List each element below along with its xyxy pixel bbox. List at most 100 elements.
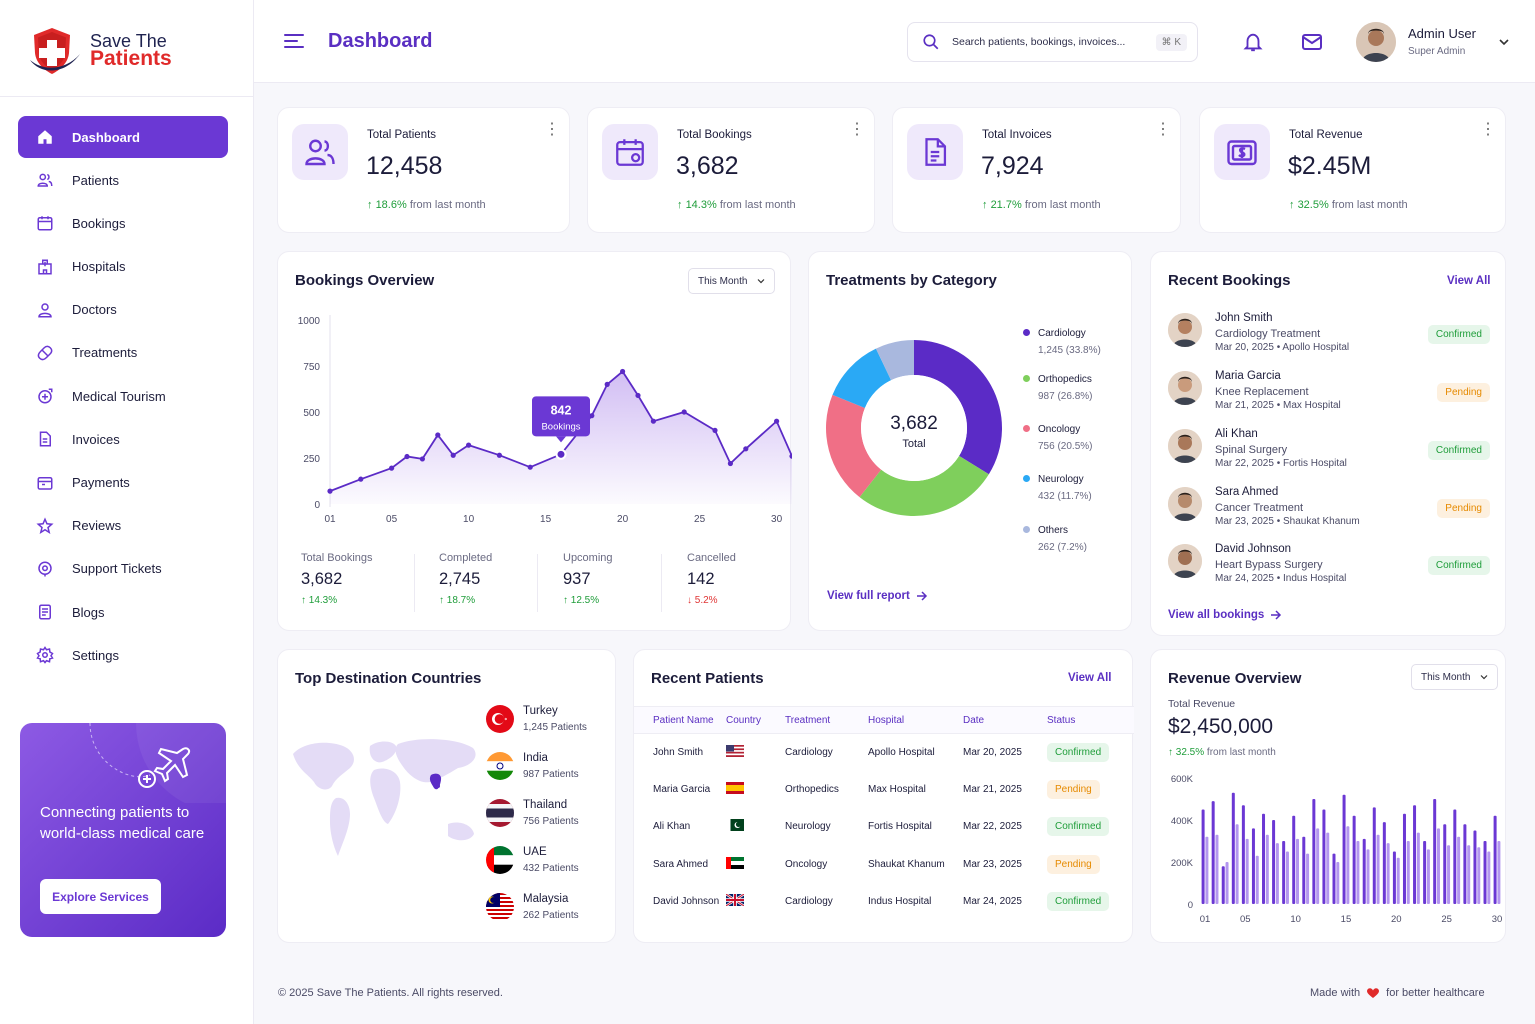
data-point[interactable] (650, 418, 656, 424)
revenue-bar[interactable] (1272, 820, 1276, 904)
revenue-bar-secondary[interactable] (1255, 855, 1259, 904)
booking-list-item[interactable]: John Smith Cardiology Treatment Mar 20, 20… (1168, 312, 1490, 356)
revenue-bar-secondary[interactable] (1225, 862, 1229, 904)
donut-slice-oncology[interactable] (826, 394, 882, 498)
revenue-bar[interactable] (1463, 824, 1467, 904)
data-point[interactable] (789, 453, 792, 459)
revenue-bar[interactable] (1493, 815, 1497, 904)
chevron-down-icon[interactable] (1498, 36, 1510, 48)
revenue-bar-secondary[interactable] (1275, 843, 1279, 904)
data-point[interactable] (527, 464, 533, 470)
revenue-bar[interactable] (1231, 792, 1235, 904)
logo[interactable]: Save The Patients (26, 26, 172, 76)
revenue-bar-secondary[interactable] (1265, 834, 1269, 904)
booking-list-item[interactable]: David Johnson Heart Bypass Surgery Mar 24,… (1168, 543, 1490, 587)
column-header[interactable]: Status (1047, 706, 1134, 734)
table-row[interactable]: David Johnson Cardiology Indus Hospital Mar… (634, 883, 1134, 920)
revenue-bar[interactable] (1413, 805, 1417, 904)
revenue-bar[interactable] (1382, 822, 1386, 904)
revenue-bar[interactable] (1221, 866, 1225, 904)
sidebar-item-hospitals[interactable]: Hospitals (18, 246, 228, 288)
view-all-bookings-link[interactable]: View all bookings (1168, 609, 1282, 621)
revenue-bar-secondary[interactable] (1245, 838, 1249, 904)
range-dropdown[interactable]: This Month (1411, 664, 1499, 690)
view-all-link[interactable]: View All (1447, 275, 1491, 287)
more-options-icon[interactable]: ⋮ (1155, 121, 1171, 138)
revenue-bar-secondary[interactable] (1426, 849, 1430, 904)
revenue-bar-secondary[interactable] (1326, 832, 1330, 904)
sidebar-item-bookings[interactable]: Bookings (18, 202, 228, 244)
revenue-bar-secondary[interactable] (1306, 853, 1310, 904)
column-header[interactable]: Patient Name (634, 706, 726, 734)
revenue-bar-secondary[interactable] (1296, 838, 1300, 904)
donut-slice-orthopedics[interactable] (859, 455, 989, 516)
menu-toggle-icon[interactable] (284, 32, 304, 50)
revenue-bar[interactable] (1251, 828, 1255, 904)
revenue-bar[interactable] (1352, 815, 1356, 904)
table-row[interactable]: Ali Khan Neurology Fortis Hospital Mar 22, … (634, 808, 1134, 845)
range-dropdown[interactable]: This Month (688, 268, 776, 294)
revenue-bar-secondary[interactable] (1477, 847, 1481, 904)
donut-slice-others[interactable] (875, 340, 914, 381)
sidebar-item-doctors[interactable]: Doctors (18, 289, 228, 331)
data-point[interactable] (419, 456, 425, 462)
column-header[interactable]: Treatment (785, 706, 868, 734)
revenue-bar[interactable] (1322, 809, 1326, 905)
sidebar-item-settings[interactable]: Settings (18, 634, 228, 676)
revenue-bar-secondary[interactable] (1235, 824, 1239, 904)
mail-icon[interactable] (1300, 30, 1324, 54)
sidebar-item-reviews[interactable]: Reviews (18, 505, 228, 547)
data-point[interactable] (712, 427, 718, 433)
sidebar-item-medical-tourism[interactable]: Medical Tourism (18, 375, 228, 417)
highlight-point[interactable] (555, 448, 567, 460)
data-point[interactable] (635, 392, 641, 399)
bell-icon[interactable] (1242, 30, 1264, 54)
revenue-bar-secondary[interactable] (1487, 851, 1491, 905)
revenue-bar[interactable] (1342, 794, 1346, 904)
revenue-bar-secondary[interactable] (1396, 857, 1400, 904)
revenue-bar-secondary[interactable] (1467, 845, 1471, 904)
donut-slice-cardiology[interactable] (914, 340, 1002, 475)
revenue-bar-secondary[interactable] (1406, 841, 1410, 904)
revenue-bar-secondary[interactable] (1316, 828, 1320, 904)
revenue-bar-secondary[interactable] (1285, 851, 1289, 905)
revenue-bar-secondary[interactable] (1376, 834, 1380, 904)
revenue-bar-secondary[interactable] (1416, 832, 1420, 904)
more-options-icon[interactable]: ⋮ (1480, 121, 1496, 138)
data-point[interactable] (327, 488, 333, 494)
revenue-bar[interactable] (1362, 838, 1366, 904)
revenue-bar[interactable] (1443, 824, 1447, 904)
data-point[interactable] (727, 460, 733, 467)
data-point[interactable] (620, 368, 626, 375)
revenue-bar-secondary[interactable] (1336, 862, 1340, 904)
view-all-link[interactable]: View All (1068, 672, 1112, 684)
revenue-bar-secondary[interactable] (1457, 836, 1461, 904)
revenue-bar-secondary[interactable] (1497, 841, 1501, 904)
data-point[interactable] (589, 413, 595, 419)
column-header[interactable]: Hospital (868, 706, 963, 734)
table-row[interactable]: Maria Garcia Orthopedics Max Hospital Mar 2… (634, 771, 1134, 808)
data-point[interactable] (743, 446, 749, 452)
revenue-bar[interactable] (1392, 851, 1396, 905)
revenue-bar[interactable] (1302, 836, 1306, 904)
data-point[interactable] (496, 452, 502, 458)
revenue-bar[interactable] (1201, 809, 1205, 905)
booking-list-item[interactable]: Ali Khan Spinal Surgery Mar 22, 2025 • For… (1168, 428, 1490, 472)
data-point[interactable] (404, 453, 410, 460)
sidebar-item-patients[interactable]: Patients (18, 159, 228, 201)
revenue-bar[interactable] (1262, 813, 1266, 904)
revenue-bar[interactable] (1332, 853, 1336, 904)
sidebar-item-invoices[interactable]: Invoices (18, 418, 228, 460)
sidebar-item-payments[interactable]: Payments (18, 462, 228, 504)
sidebar-item-dashboard[interactable]: Dashboard (18, 116, 228, 158)
sidebar-item-treatments[interactable]: Treatments (18, 332, 228, 374)
revenue-bar[interactable] (1292, 815, 1296, 904)
revenue-bar[interactable] (1433, 799, 1437, 904)
revenue-bar-secondary[interactable] (1346, 826, 1350, 904)
data-point[interactable] (435, 432, 441, 438)
data-point[interactable] (450, 452, 456, 458)
more-options-icon[interactable]: ⋮ (544, 121, 560, 138)
revenue-bar-secondary[interactable] (1215, 834, 1219, 904)
revenue-bar[interactable] (1372, 807, 1376, 904)
data-point[interactable] (358, 476, 364, 482)
